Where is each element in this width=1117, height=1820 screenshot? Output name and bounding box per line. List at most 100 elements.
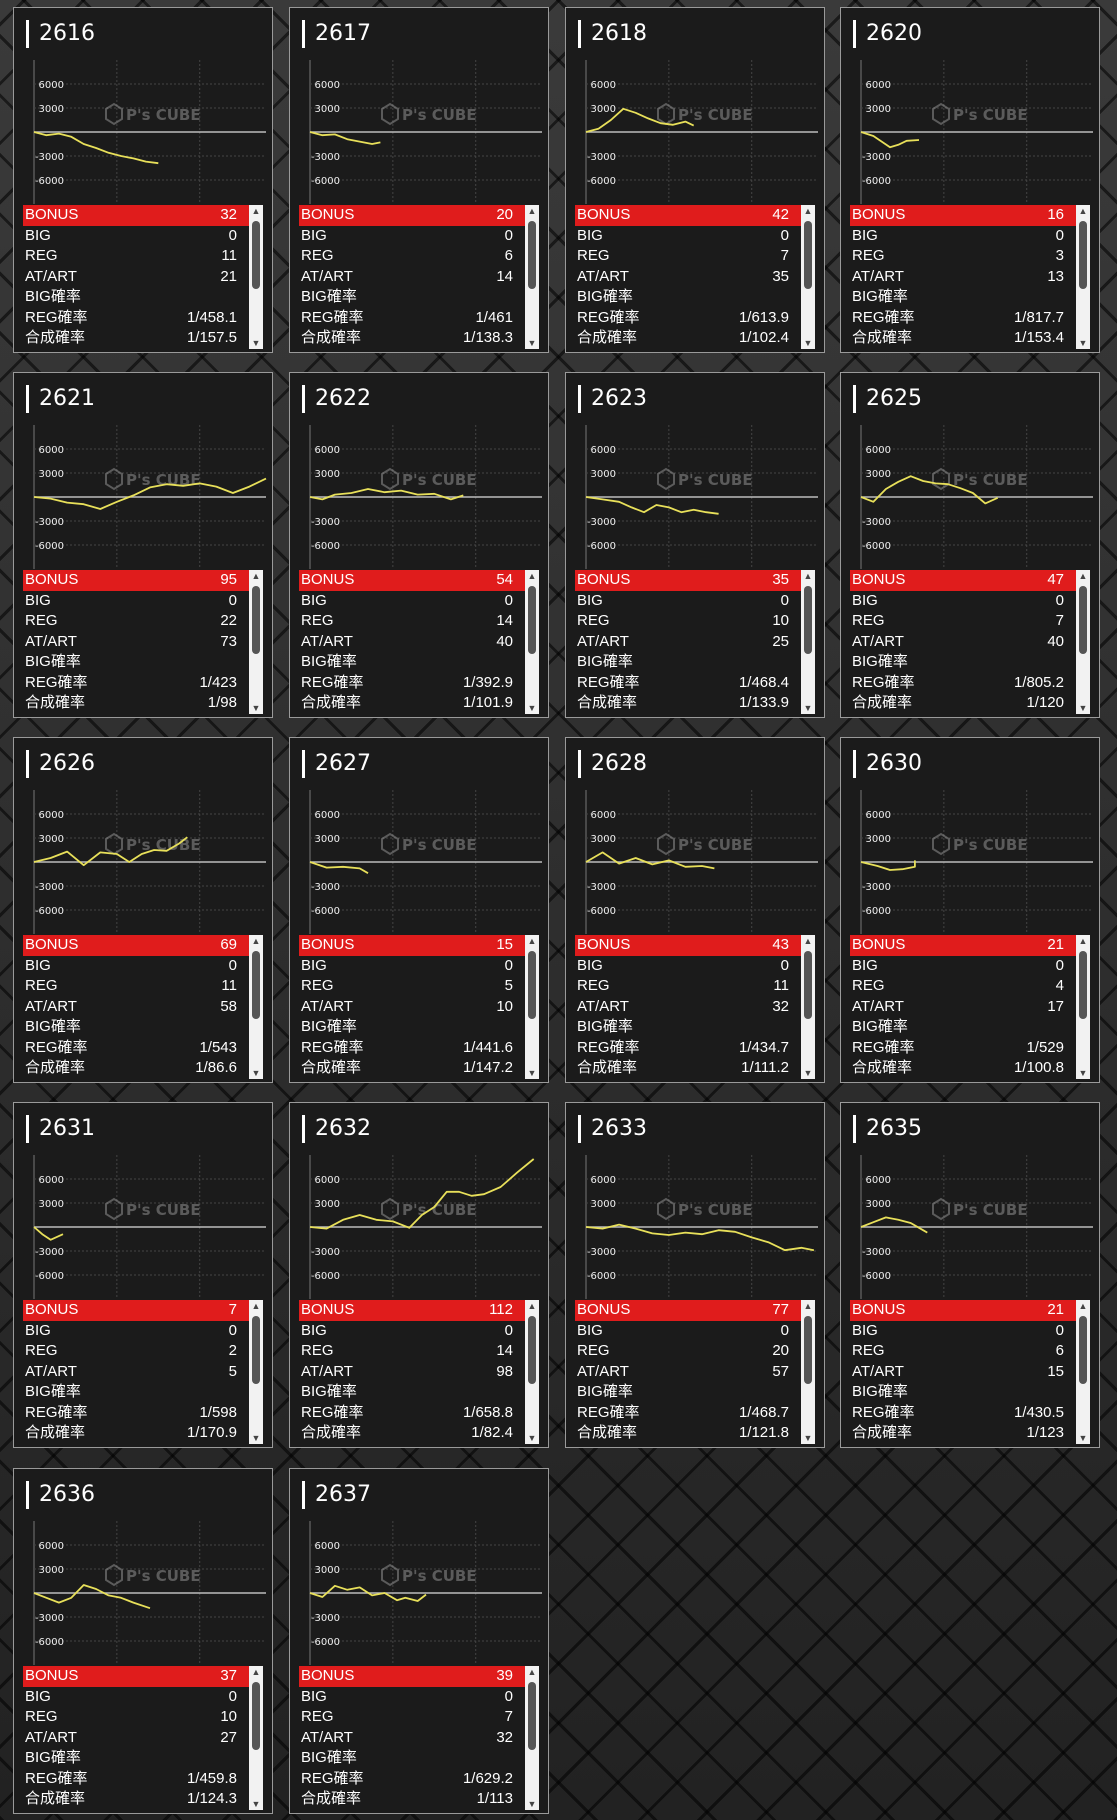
scroll-down-arrow-icon[interactable]: ▼ [251,338,261,348]
scroll-up-arrow-icon[interactable]: ▲ [1078,206,1088,216]
scroll-down-arrow-icon[interactable]: ▼ [527,1433,537,1443]
stats-scrollbar[interactable]: ▲ ▼ [249,1300,263,1444]
scrollbar-thumb[interactable] [1079,586,1087,654]
stats-scrollbar[interactable]: ▲ ▼ [801,570,815,714]
scroll-down-arrow-icon[interactable]: ▼ [803,338,813,348]
atart-row-label: AT/ART [25,267,77,285]
scroll-up-arrow-icon[interactable]: ▲ [527,1667,537,1677]
scroll-down-arrow-icon[interactable]: ▼ [251,1799,261,1809]
scroll-up-arrow-icon[interactable]: ▲ [251,1667,261,1677]
scroll-up-arrow-icon[interactable]: ▲ [803,206,813,216]
scrollbar-thumb[interactable] [1079,221,1087,289]
scrollbar-thumb[interactable] [528,951,536,1019]
scroll-up-arrow-icon[interactable]: ▲ [803,571,813,581]
scroll-down-arrow-icon[interactable]: ▼ [527,703,537,713]
scroll-down-arrow-icon[interactable]: ▼ [527,1068,537,1078]
scroll-up-arrow-icon[interactable]: ▲ [251,571,261,581]
stats-scrollbar[interactable]: ▲ ▼ [525,1666,539,1810]
scroll-down-arrow-icon[interactable]: ▼ [803,1068,813,1078]
scroll-down-arrow-icon[interactable]: ▼ [1078,1068,1088,1078]
stats-scrollbar[interactable]: ▲ ▼ [1076,205,1090,349]
scroll-down-arrow-icon[interactable]: ▼ [251,1068,261,1078]
scrollbar-thumb[interactable] [804,586,812,654]
stats-scrollbar[interactable]: ▲ ▼ [249,205,263,349]
scroll-down-arrow-icon[interactable]: ▼ [251,1433,261,1443]
stats-scrollbar[interactable]: ▲ ▼ [525,1300,539,1444]
scroll-down-arrow-icon[interactable]: ▼ [803,1433,813,1443]
stats-scrollbar[interactable]: ▲ ▼ [1076,935,1090,1079]
scroll-down-arrow-icon[interactable]: ▼ [251,703,261,713]
total-rate-row-label: 合成確率 [577,694,638,711]
scroll-up-arrow-icon[interactable]: ▲ [1078,936,1088,946]
graph-y-tick-label: 3000 [315,834,340,845]
scrollbar-thumb[interactable] [804,221,812,289]
scrollbar-thumb[interactable] [528,1316,536,1384]
scrollbar-thumb[interactable] [804,951,812,1019]
scrollbar-thumb[interactable] [252,951,260,1019]
stats-scrollbar[interactable]: ▲ ▼ [1076,570,1090,714]
reg-rate-row-label: REG確率 [852,1038,915,1056]
stats-scrollbar[interactable]: ▲ ▼ [249,1666,263,1810]
scroll-up-arrow-icon[interactable]: ▲ [251,1301,261,1311]
scroll-down-arrow-icon[interactable]: ▼ [803,703,813,713]
bonus-row: BONUS 35 [575,570,815,591]
scrollbar-thumb[interactable] [528,221,536,289]
big-row: BIG 0 [299,1321,539,1342]
scrollbar-thumb[interactable] [252,1316,260,1384]
scroll-down-arrow-icon[interactable]: ▼ [1078,338,1088,348]
reg-row: REG 11 [23,976,263,997]
scroll-up-arrow-icon[interactable]: ▲ [251,206,261,216]
scroll-down-arrow-icon[interactable]: ▼ [1078,703,1088,713]
stats-scrollbar[interactable]: ▲ ▼ [801,935,815,1079]
reg-row-label: REG [25,247,58,264]
stats-scrollbar[interactable]: ▲ ▼ [801,205,815,349]
scroll-down-arrow-icon[interactable]: ▼ [527,1799,537,1809]
scroll-up-arrow-icon[interactable]: ▲ [1078,571,1088,581]
scrollbar-thumb[interactable] [528,1682,536,1750]
stats-scrollbar[interactable]: ▲ ▼ [525,570,539,714]
stats-scrollbar[interactable]: ▲ ▼ [1076,1300,1090,1444]
scrollbar-thumb[interactable] [528,586,536,654]
stats-scrollbar[interactable]: ▲ ▼ [525,205,539,349]
scrollbar-thumb[interactable] [252,221,260,289]
bonus-row: BONUS 16 [850,205,1090,226]
scroll-down-arrow-icon[interactable]: ▼ [527,338,537,348]
scrollbar-thumb[interactable] [804,1316,812,1384]
scrollbar-thumb[interactable] [1079,951,1087,1019]
scroll-up-arrow-icon[interactable]: ▲ [251,936,261,946]
scrollbar-thumb[interactable] [252,586,260,654]
scroll-up-arrow-icon[interactable]: ▲ [527,936,537,946]
scroll-up-arrow-icon[interactable]: ▲ [803,936,813,946]
scroll-up-arrow-icon[interactable]: ▲ [803,1301,813,1311]
stats-scrollbar[interactable]: ▲ ▼ [249,935,263,1079]
scroll-up-arrow-icon[interactable]: ▲ [527,206,537,216]
big-row: BIG 0 [23,956,263,977]
scroll-up-arrow-icon[interactable]: ▲ [1078,1301,1088,1311]
scroll-down-arrow-icon[interactable]: ▼ [1078,1433,1088,1443]
scrollbar-thumb[interactable] [1079,1316,1087,1384]
stats-scrollbar[interactable]: ▲ ▼ [525,935,539,1079]
scrollbar-thumb[interactable] [252,1682,260,1750]
stats-scrollbar[interactable]: ▲ ▼ [801,1300,815,1444]
stats-scrollbar[interactable]: ▲ ▼ [249,570,263,714]
scroll-up-arrow-icon[interactable]: ▲ [527,1301,537,1311]
scroll-up-arrow-icon[interactable]: ▲ [527,571,537,581]
